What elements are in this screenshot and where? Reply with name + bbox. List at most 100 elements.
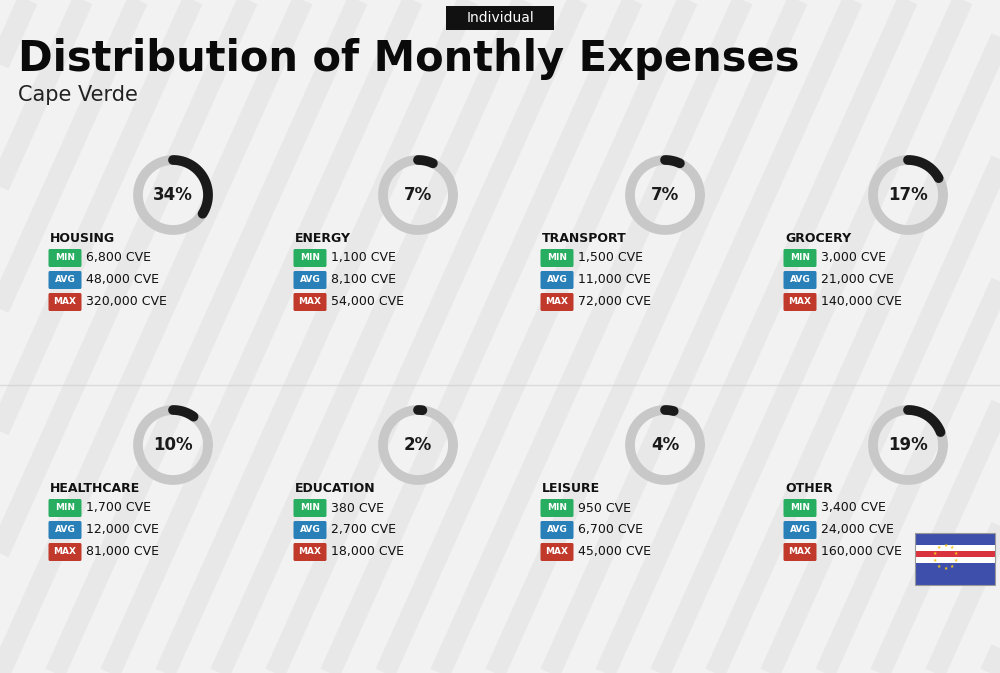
Text: 11,000 CVE: 11,000 CVE [578, 273, 651, 287]
Bar [915, 557, 995, 563]
Bar [915, 551, 995, 557]
FancyBboxPatch shape [540, 249, 574, 267]
Text: MIN: MIN [547, 254, 567, 262]
Text: 320,000 CVE: 320,000 CVE [86, 295, 167, 308]
FancyBboxPatch shape [540, 521, 574, 539]
Text: AVG: AVG [300, 526, 320, 534]
Text: MAX: MAX [298, 548, 322, 557]
Text: ★: ★ [954, 558, 958, 563]
Text: HOUSING: HOUSING [50, 232, 115, 244]
Text: MIN: MIN [790, 254, 810, 262]
Text: ★: ★ [950, 545, 954, 551]
Text: 72,000 CVE: 72,000 CVE [578, 295, 651, 308]
Text: AVG: AVG [547, 275, 567, 285]
Text: 45,000 CVE: 45,000 CVE [578, 546, 651, 559]
Text: ★: ★ [954, 551, 958, 556]
FancyBboxPatch shape [446, 6, 554, 30]
FancyBboxPatch shape [540, 543, 574, 561]
Text: 3,400 CVE: 3,400 CVE [821, 501, 886, 514]
Text: AVG: AVG [547, 526, 567, 534]
Text: 12,000 CVE: 12,000 CVE [86, 524, 159, 536]
Text: 950 CVE: 950 CVE [578, 501, 631, 514]
Text: ★: ★ [932, 558, 937, 563]
Text: 48,000 CVE: 48,000 CVE [86, 273, 159, 287]
Text: 4%: 4% [651, 436, 679, 454]
Text: OTHER: OTHER [785, 481, 833, 495]
Text: 6,800 CVE: 6,800 CVE [86, 252, 151, 264]
Text: ★: ★ [932, 551, 937, 556]
FancyBboxPatch shape [294, 249, 326, 267]
Text: AVG: AVG [790, 526, 810, 534]
FancyBboxPatch shape [784, 543, 816, 561]
Text: HEALTHCARE: HEALTHCARE [50, 481, 140, 495]
Text: MIN: MIN [790, 503, 810, 513]
Text: MIN: MIN [300, 503, 320, 513]
Text: ENERGY: ENERGY [295, 232, 351, 244]
Bar [915, 563, 995, 585]
Text: MAX: MAX [54, 297, 76, 306]
Text: MIN: MIN [55, 503, 75, 513]
Text: AVG: AVG [55, 526, 75, 534]
FancyBboxPatch shape [294, 271, 326, 289]
Text: ★: ★ [936, 545, 941, 551]
FancyBboxPatch shape [784, 499, 816, 517]
FancyBboxPatch shape [784, 521, 816, 539]
Text: ★: ★ [943, 543, 948, 548]
Text: AVG: AVG [55, 275, 75, 285]
Text: 34%: 34% [153, 186, 193, 204]
FancyBboxPatch shape [540, 293, 574, 311]
Text: MIN: MIN [300, 254, 320, 262]
Text: Individual: Individual [466, 11, 534, 25]
Text: ★: ★ [936, 564, 941, 569]
Text: Distribution of Monthly Expenses: Distribution of Monthly Expenses [18, 38, 800, 80]
FancyBboxPatch shape [48, 249, 82, 267]
Text: ★: ★ [943, 566, 948, 571]
FancyBboxPatch shape [540, 271, 574, 289]
Text: MAX: MAX [546, 548, 568, 557]
FancyBboxPatch shape [48, 293, 82, 311]
FancyBboxPatch shape [784, 271, 816, 289]
Text: 10%: 10% [153, 436, 193, 454]
Text: MAX: MAX [54, 548, 76, 557]
Text: 160,000 CVE: 160,000 CVE [821, 546, 902, 559]
Text: 6,700 CVE: 6,700 CVE [578, 524, 643, 536]
Text: 18,000 CVE: 18,000 CVE [331, 546, 404, 559]
Text: MAX: MAX [788, 297, 812, 306]
Text: AVG: AVG [790, 275, 810, 285]
Text: 2,700 CVE: 2,700 CVE [331, 524, 396, 536]
Text: EDUCATION: EDUCATION [295, 481, 376, 495]
FancyBboxPatch shape [784, 249, 816, 267]
FancyBboxPatch shape [294, 293, 326, 311]
Text: 24,000 CVE: 24,000 CVE [821, 524, 894, 536]
Text: 7%: 7% [404, 186, 432, 204]
Text: 1,100 CVE: 1,100 CVE [331, 252, 396, 264]
Text: MAX: MAX [788, 548, 812, 557]
Text: 7%: 7% [651, 186, 679, 204]
Text: 21,000 CVE: 21,000 CVE [821, 273, 894, 287]
FancyBboxPatch shape [48, 271, 82, 289]
Text: ★: ★ [950, 564, 954, 569]
FancyBboxPatch shape [294, 543, 326, 561]
FancyBboxPatch shape [48, 521, 82, 539]
FancyBboxPatch shape [540, 499, 574, 517]
Text: 380 CVE: 380 CVE [331, 501, 384, 514]
Text: 1,700 CVE: 1,700 CVE [86, 501, 151, 514]
FancyBboxPatch shape [294, 521, 326, 539]
Text: Cape Verde: Cape Verde [18, 85, 138, 105]
FancyBboxPatch shape [48, 499, 82, 517]
Text: 17%: 17% [888, 186, 928, 204]
Bar [915, 533, 995, 544]
Text: MAX: MAX [298, 297, 322, 306]
Text: 1,500 CVE: 1,500 CVE [578, 252, 643, 264]
Text: 54,000 CVE: 54,000 CVE [331, 295, 404, 308]
FancyBboxPatch shape [294, 499, 326, 517]
Text: 8,100 CVE: 8,100 CVE [331, 273, 396, 287]
Text: 140,000 CVE: 140,000 CVE [821, 295, 902, 308]
Bar [915, 544, 995, 551]
Text: MIN: MIN [55, 254, 75, 262]
Text: MAX: MAX [546, 297, 568, 306]
Text: LEISURE: LEISURE [542, 481, 600, 495]
Text: TRANSPORT: TRANSPORT [542, 232, 627, 244]
Text: 19%: 19% [888, 436, 928, 454]
FancyBboxPatch shape [784, 293, 816, 311]
